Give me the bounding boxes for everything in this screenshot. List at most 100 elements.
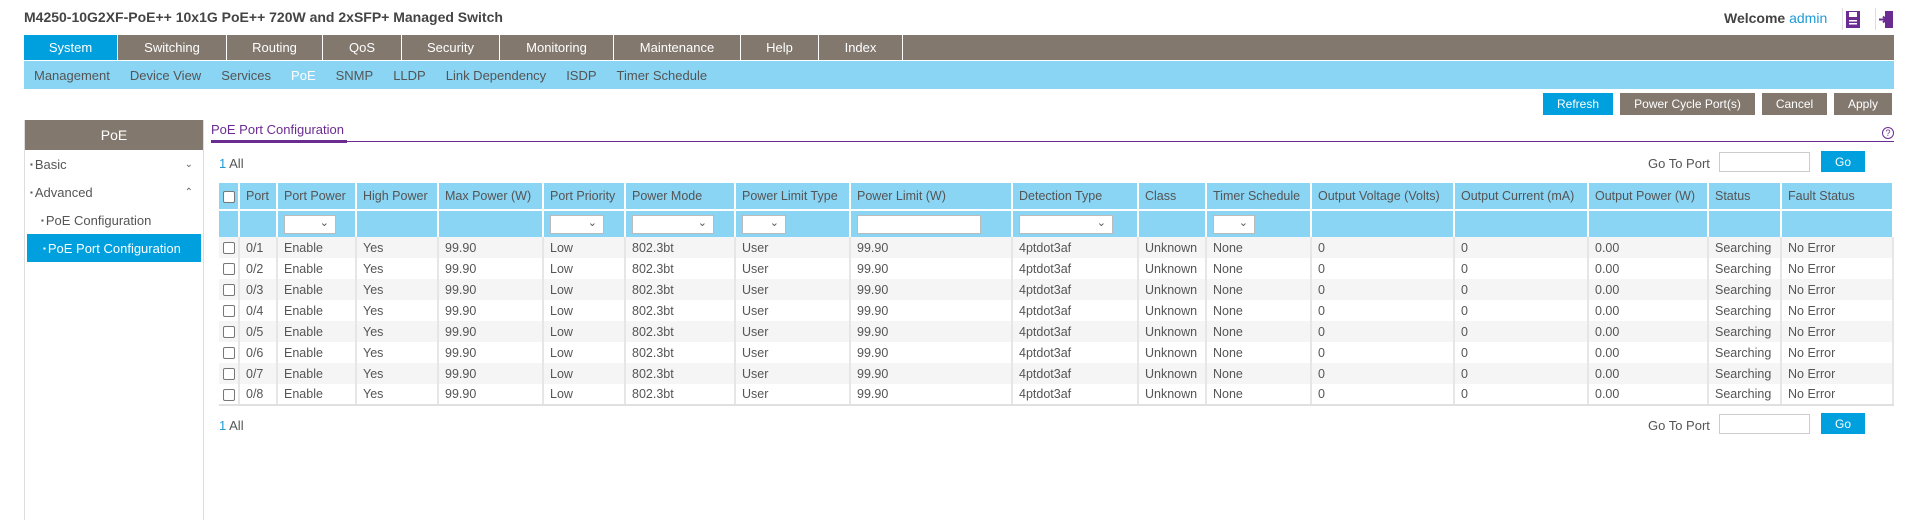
row-checkbox[interactable] bbox=[223, 284, 235, 297]
cell-output-voltage-volts: 0 bbox=[1311, 300, 1455, 321]
table-row[interactable]: 0/5 Enable Yes 99.90 Low 802.3bt User 99.90 4ptd… bbox=[219, 321, 1894, 342]
nav-tab-system[interactable]: System bbox=[24, 35, 118, 60]
cell-output-voltage-volts: 0 bbox=[1311, 258, 1455, 279]
table-row[interactable]: 0/7 Enable Yes 99.90 Low 802.3bt User 99.90 4ptd… bbox=[219, 363, 1894, 384]
pager-bottom: 1 All bbox=[219, 418, 244, 433]
cell-port-power: Enable bbox=[277, 384, 357, 406]
column-header-power-limit-w: Power Limit (W) bbox=[850, 183, 1013, 210]
table-row[interactable]: 0/1 Enable Yes 99.90 Low 802.3bt User 99.90 4ptd… bbox=[219, 237, 1894, 258]
cancel-button[interactable]: Cancel bbox=[1762, 93, 1827, 115]
row-select-cell bbox=[219, 300, 240, 321]
bullet-icon: ▪ bbox=[30, 159, 33, 169]
cell-detection-type: 4ptdot3af bbox=[1012, 384, 1139, 406]
page-title: PoE Port Configuration bbox=[211, 122, 344, 137]
filter-power-limit-type-select[interactable] bbox=[742, 214, 786, 234]
subnav-item-timer-schedule[interactable]: Timer Schedule bbox=[616, 67, 708, 83]
apply-button[interactable]: Apply bbox=[1834, 93, 1892, 115]
column-header-high-power: High Power bbox=[356, 183, 439, 210]
chevron-up-icon[interactable]: ⌃ bbox=[184, 186, 193, 198]
nav-tab-routing[interactable]: Routing bbox=[227, 35, 323, 60]
row-checkbox[interactable] bbox=[223, 368, 235, 381]
nav-tab-maintenance[interactable]: Maintenance bbox=[614, 35, 741, 60]
nav-tab-security[interactable]: Security bbox=[402, 35, 500, 60]
cell-power-limit-type: User bbox=[735, 363, 851, 384]
column-header-detection-type: Detection Type bbox=[1012, 183, 1139, 210]
sidebar-item-poe-port-configuration[interactable]: ▪ PoE Port Configuration bbox=[27, 234, 201, 262]
table-row[interactable]: 0/2 Enable Yes 99.90 Low 802.3bt User 99.90 4ptd… bbox=[219, 258, 1894, 279]
chevron-down-icon[interactable]: ⌄ bbox=[184, 158, 193, 170]
cell-detection-type: 4ptdot3af bbox=[1012, 237, 1139, 258]
cell-status: Searching bbox=[1708, 342, 1782, 363]
table-row[interactable]: 0/6 Enable Yes 99.90 Low 802.3bt User 99.90 4ptd… bbox=[219, 342, 1894, 363]
cell-output-current-ma: 0 bbox=[1454, 321, 1589, 342]
column-header-power-limit-type: Power Limit Type bbox=[735, 183, 851, 210]
subnav-item-management[interactable]: Management bbox=[34, 67, 110, 83]
row-checkbox[interactable] bbox=[223, 326, 235, 339]
page-all[interactable]: All bbox=[229, 418, 244, 433]
subnav-item-link-dependency[interactable]: Link Dependency bbox=[445, 67, 547, 83]
cell-port: 0/5 bbox=[239, 321, 278, 342]
select-all-header bbox=[219, 183, 240, 210]
go-button[interactable]: Go bbox=[1821, 151, 1865, 172]
select-all-checkbox[interactable] bbox=[223, 190, 235, 203]
cell-high-power: Yes bbox=[356, 363, 439, 384]
filter-cell bbox=[1206, 209, 1312, 237]
subnav-item-services[interactable]: Services bbox=[221, 67, 272, 83]
power-cycle-ports-button[interactable]: Power Cycle Port(s) bbox=[1620, 93, 1755, 115]
help-icon[interactable]: ? bbox=[1882, 127, 1894, 139]
row-select-cell bbox=[219, 342, 240, 363]
username-link[interactable]: admin bbox=[1789, 10, 1828, 26]
cell-port-power: Enable bbox=[277, 321, 357, 342]
row-checkbox[interactable] bbox=[223, 347, 235, 360]
nav-tab-switching[interactable]: Switching bbox=[118, 35, 227, 60]
column-header-port: Port bbox=[239, 183, 278, 210]
nav-tab-qos[interactable]: QoS bbox=[323, 35, 402, 60]
nav-tab-help[interactable]: Help bbox=[741, 35, 819, 60]
sidebar-item-basic[interactable]: ▪ Basic ⌄ bbox=[25, 150, 203, 178]
save-icon[interactable] bbox=[1842, 8, 1862, 30]
cell-max-power-w: 99.90 bbox=[438, 363, 544, 384]
cell-power-limit-type: User bbox=[735, 258, 851, 279]
subnav-item-snmp[interactable]: SNMP bbox=[335, 67, 374, 83]
filter-timer-schedule-select[interactable] bbox=[1213, 214, 1255, 234]
page-all[interactable]: All bbox=[229, 156, 244, 171]
column-header-class: Class bbox=[1138, 183, 1207, 210]
sidebar-item-advanced[interactable]: ▪ Advanced ⌃ bbox=[25, 178, 203, 206]
subnav-item-poe[interactable]: PoE bbox=[291, 67, 316, 83]
refresh-button[interactable]: Refresh bbox=[1543, 93, 1613, 115]
cell-detection-type: 4ptdot3af bbox=[1012, 342, 1139, 363]
row-checkbox[interactable] bbox=[223, 388, 235, 401]
cell-class: Unknown bbox=[1138, 300, 1207, 321]
filter-port-priority-select[interactable] bbox=[550, 214, 604, 234]
go-to-port-input[interactable] bbox=[1719, 414, 1810, 434]
nav-tab-monitoring[interactable]: Monitoring bbox=[500, 35, 614, 60]
filter-power-mode-select[interactable] bbox=[632, 214, 714, 234]
go-to-port-label: Go To Port bbox=[1648, 418, 1710, 433]
cell-port-power: Enable bbox=[277, 258, 357, 279]
filter-port-power-select[interactable] bbox=[284, 214, 336, 234]
cell-timer-schedule: None bbox=[1206, 342, 1312, 363]
cell-status: Searching bbox=[1708, 279, 1782, 300]
go-button[interactable]: Go bbox=[1821, 413, 1865, 434]
row-checkbox[interactable] bbox=[223, 263, 235, 276]
row-checkbox[interactable] bbox=[223, 305, 235, 318]
filter-cell bbox=[625, 209, 736, 237]
logout-icon[interactable] bbox=[1875, 8, 1895, 30]
go-to-port-input[interactable] bbox=[1719, 152, 1810, 172]
subnav-item-isdp[interactable]: ISDP bbox=[566, 67, 597, 83]
subnav-item-device-view[interactable]: Device View bbox=[129, 67, 202, 83]
sidebar-item-poe-configuration[interactable]: ▪ PoE Configuration bbox=[25, 206, 203, 234]
table-row[interactable]: 0/8 Enable Yes 99.90 Low 802.3bt User 99.90 4ptd… bbox=[219, 384, 1894, 406]
subnav-item-lldp[interactable]: LLDP bbox=[393, 67, 426, 83]
filter-cell bbox=[1454, 209, 1589, 237]
filter-power-limit-w-input[interactable] bbox=[857, 214, 981, 234]
nav-tab-index[interactable]: Index bbox=[819, 35, 903, 60]
table-row[interactable]: 0/3 Enable Yes 99.90 Low 802.3bt User 99.90 4ptd… bbox=[219, 279, 1894, 300]
cell-timer-schedule: None bbox=[1206, 237, 1312, 258]
page-number[interactable]: 1 bbox=[219, 418, 227, 433]
cell-power-mode: 802.3bt bbox=[625, 300, 736, 321]
page-number[interactable]: 1 bbox=[219, 156, 227, 171]
filter-detection-type-select[interactable] bbox=[1019, 214, 1113, 234]
table-row[interactable]: 0/4 Enable Yes 99.90 Low 802.3bt User 99.90 4ptd… bbox=[219, 300, 1894, 321]
row-checkbox[interactable] bbox=[223, 242, 235, 255]
